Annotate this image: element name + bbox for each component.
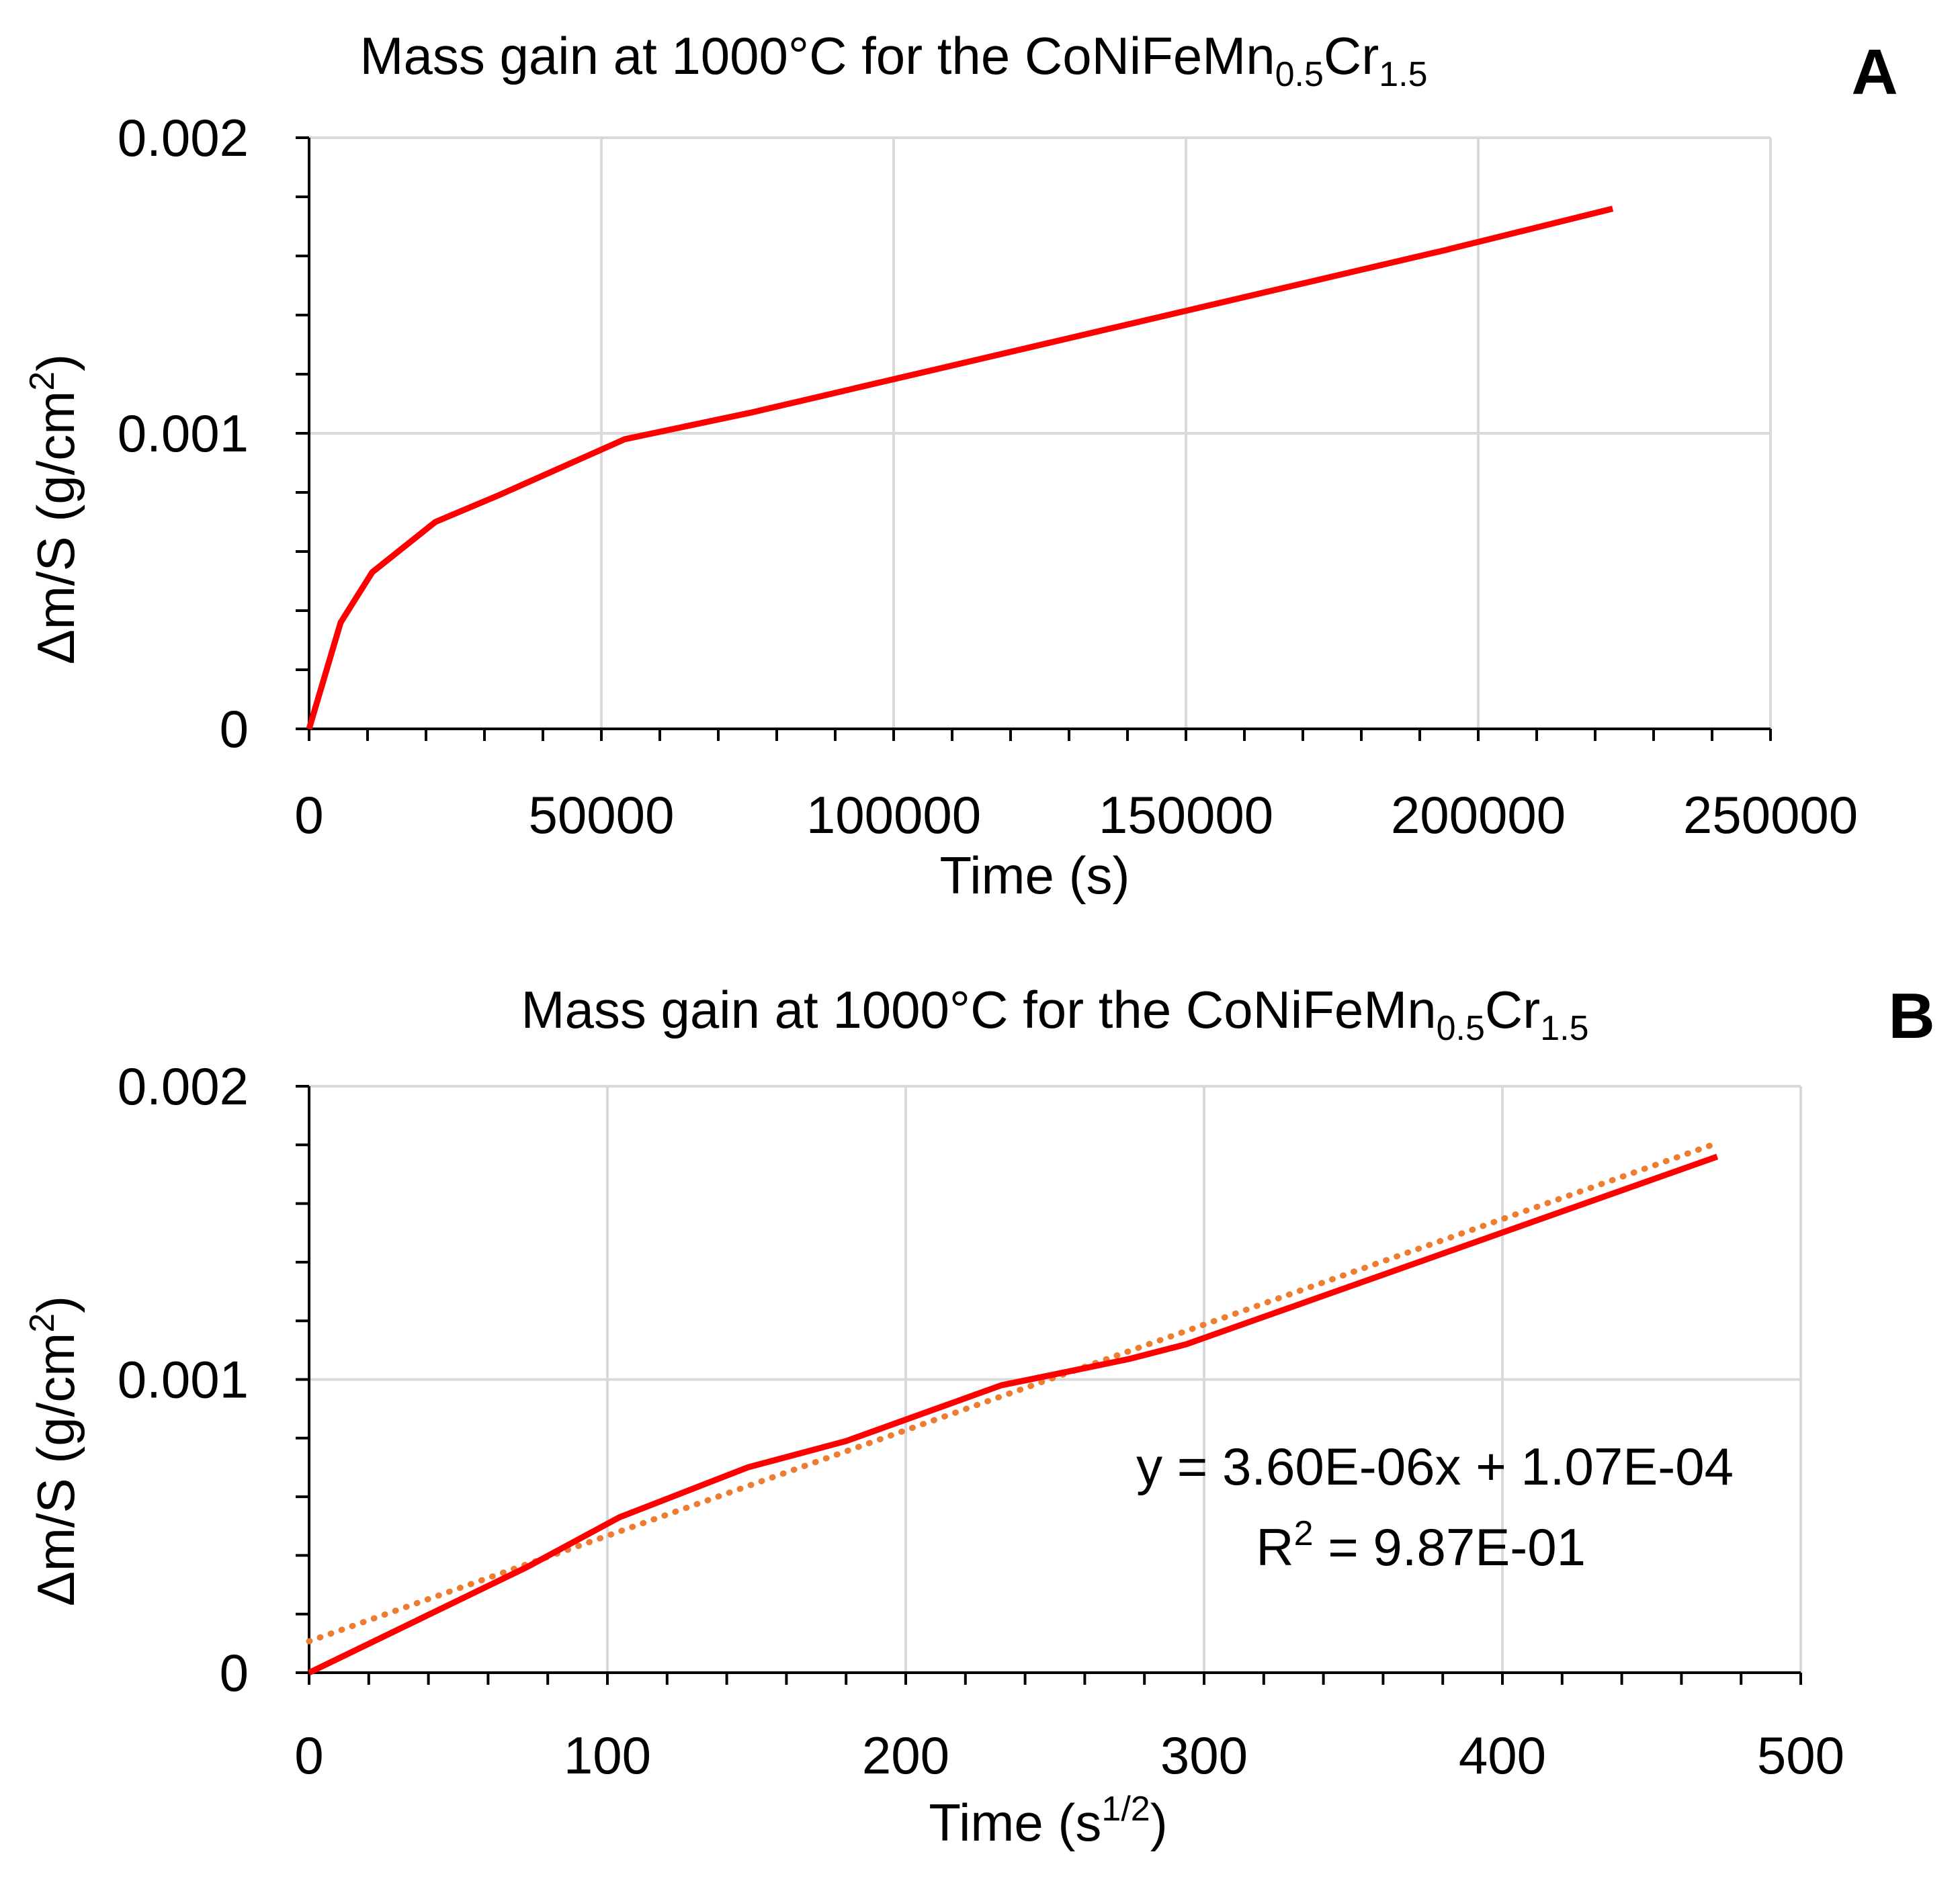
panel-b-title: Mass gain at 1000°C for the CoNiFeMn0.5C… <box>521 980 1588 1048</box>
panel-b-mass-gain-line <box>308 1153 1719 1676</box>
panel-b-letter: B <box>1888 980 1934 1052</box>
panel-a: 0 50000 100000 150000 200000 250000 0 0.001 0.0… <box>23 26 1898 905</box>
panel-a-mass-gain-line <box>306 206 1614 730</box>
panel-a-x-tick-label: 50000 <box>529 785 675 844</box>
panel-b-x-tick-label: 300 <box>1160 1726 1248 1785</box>
panel-a-x-tick-label: 150000 <box>1099 785 1273 844</box>
panel-a-x-tick-label: 200000 <box>1391 785 1566 844</box>
panel-a-series <box>306 206 1614 730</box>
panel-b-axes <box>296 1085 1802 1685</box>
trendline-r-squared: R2 = 9.87E-01 <box>1256 1514 1586 1577</box>
panel-b-series <box>306 1140 1721 1676</box>
panel-b-y-tick-labels: 0 0.001 0.002 <box>118 1057 249 1702</box>
panel-b: 0 100 200 300 400 500 0 0.001 0.002 Mass gain a… <box>23 980 1935 1852</box>
panel-a-y-tick-label: 0.002 <box>118 108 249 167</box>
panel-a-x-tick-labels: 0 50000 100000 150000 200000 250000 <box>294 785 1858 844</box>
panel-a-y-tick-label: 0.001 <box>118 404 249 463</box>
panel-a-x-axis-title: Time (s) <box>939 846 1130 905</box>
panel-b-x-tick-label: 0 <box>294 1726 323 1785</box>
panel-a-y-tick-labels: 0 0.001 0.002 <box>118 108 249 758</box>
panel-a-y-tick-label: 0 <box>220 699 249 758</box>
panel-b-y-tick-label: 0 <box>220 1643 249 1702</box>
panel-a-x-tick-label: 0 <box>294 785 323 844</box>
panel-b-x-tick-labels: 0 100 200 300 400 500 <box>294 1726 1844 1785</box>
trendline-equation: y = 3.60E-06x + 1.07E-04 <box>1136 1437 1734 1496</box>
panel-b-gridlines <box>309 1085 1802 1673</box>
panel-a-title: Mass gain at 1000°C for the CoNiFeMn0.5C… <box>359 26 1427 94</box>
panel-a-letter: A <box>1851 36 1898 108</box>
panel-b-x-tick-label: 500 <box>1757 1726 1844 1785</box>
panel-b-x-tick-label: 100 <box>564 1726 651 1785</box>
panel-a-x-tick-label: 250000 <box>1683 785 1858 844</box>
panel-b-x-tick-label: 400 <box>1459 1726 1546 1785</box>
panel-b-y-tick-label: 0.002 <box>118 1057 249 1116</box>
panel-a-axes <box>296 136 1772 741</box>
panel-b-x-axis-title: Time (s1/2) <box>929 1790 1167 1852</box>
panel-a-y-axis-title: Δm/S (g/cm2) <box>23 354 85 664</box>
panel-a-gridlines <box>309 136 1772 729</box>
panel-a-x-tick-label: 100000 <box>806 785 981 844</box>
panel-b-y-axis-title: Δm/S (g/cm2) <box>23 1296 85 1606</box>
panel-b-y-tick-label: 0.001 <box>118 1350 249 1409</box>
panel-b-x-tick-label: 200 <box>862 1726 949 1785</box>
